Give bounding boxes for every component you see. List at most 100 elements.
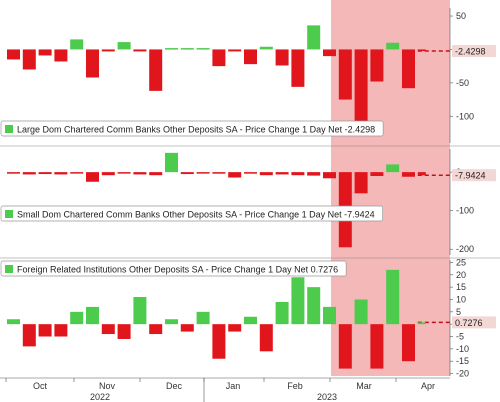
panel-1-bar <box>70 39 84 50</box>
x-month-label: Apr <box>421 381 435 391</box>
panel-1-bar <box>386 42 400 50</box>
panel-3-bar <box>180 324 194 332</box>
panel-1-y-tick-label: -100 <box>456 111 474 121</box>
panel-3-legend: Foreign Related Institutions Other Depos… <box>0 260 347 277</box>
panel-3-y-tick-label: -20 <box>456 369 469 379</box>
panel-3-bar <box>370 324 384 369</box>
panel-2-bar <box>417 172 426 176</box>
panel-2-bar <box>228 172 242 178</box>
panel-1-bar <box>133 49 147 52</box>
panel-3-bar <box>101 324 115 335</box>
panel-3-y-tick-label: -5 <box>456 332 464 342</box>
panel-2-bar <box>402 172 415 177</box>
panel-3-y-tick-label: 15 <box>456 282 466 292</box>
panel-3-bar <box>7 319 20 325</box>
panel-1-bar <box>307 25 321 50</box>
panel-1-bar <box>38 49 52 56</box>
panel-2-bar <box>70 172 84 174</box>
panel-3-bar <box>402 324 415 362</box>
panel-2-y-tick-label: -100 <box>456 206 474 216</box>
panel-2-last-value-label: -7.9424 <box>455 171 486 181</box>
panel-1-bar <box>275 49 289 66</box>
panel-3-bar <box>133 297 147 325</box>
panel-2-bar <box>7 172 20 174</box>
panel-3-bar <box>212 324 226 359</box>
panel-2-legend: Small Dom Chartered Comm Banks Other Dep… <box>0 205 384 222</box>
panel-2-bar <box>101 172 115 176</box>
panel-3-bar <box>165 319 178 325</box>
panel-3-bar <box>323 306 336 325</box>
panel-3-bar <box>54 324 68 337</box>
panel-3-bar <box>354 299 368 325</box>
panel-3-bar <box>291 277 305 325</box>
panel-2-bar <box>307 172 321 176</box>
panel-3-bar <box>307 287 321 325</box>
panel-2-bar <box>38 172 52 175</box>
x-month-label: Jan <box>226 381 241 391</box>
panel-1-bar <box>54 49 68 62</box>
panel-3-y-tick-label: 5 <box>456 307 461 317</box>
panel-2-bar <box>323 172 336 179</box>
panel-2-bar <box>212 172 226 174</box>
panel-1-bar <box>291 49 305 87</box>
legend-box <box>0 260 347 277</box>
panel-3-bar <box>386 269 400 325</box>
panel-3-y-tick-label: -10 <box>456 344 469 354</box>
panel-2-bar <box>165 152 178 173</box>
panel-2-bar <box>86 172 99 182</box>
legend-swatch <box>5 265 13 273</box>
panel-3-y-tick-label: 20 <box>456 270 466 280</box>
panel-3-bar <box>196 311 210 325</box>
panel-3-y-tick-label: -15 <box>456 356 469 366</box>
panel-2-bar <box>354 172 368 194</box>
panel-3-bar <box>22 324 36 347</box>
panel-2-bar <box>291 172 305 176</box>
panel-2-bar <box>275 172 289 175</box>
panel-2-bar <box>196 172 210 174</box>
panel-1-bar <box>117 42 131 50</box>
x-year-label: 2023 <box>317 392 337 402</box>
panel-2-bar <box>386 164 400 173</box>
panel-3-bar <box>70 311 84 325</box>
x-month-label: Oct <box>33 381 48 391</box>
panel-3-last-value-box <box>452 316 496 329</box>
legend-label: Large Dom Chartered Comm Banks Other Dep… <box>17 125 375 135</box>
panel-1-bar <box>228 49 242 52</box>
panel-3-bar <box>228 324 242 332</box>
panel-1-y-tick-label: -50 <box>456 78 469 88</box>
panel-1-bar <box>338 49 352 100</box>
panel-2-bar <box>244 172 257 174</box>
legend-swatch <box>5 210 13 218</box>
panel-1-bar <box>354 49 368 134</box>
panel-1-last-value-label: -2.4298 <box>455 47 486 57</box>
x-month-label: Dec <box>166 381 183 391</box>
panel-2-bar <box>54 172 68 175</box>
panel-1-bar <box>165 48 178 50</box>
legend-box <box>0 120 384 137</box>
panel-3-bar <box>86 306 99 325</box>
panel-2-bar <box>259 172 273 176</box>
panel-1-bar <box>323 49 336 57</box>
panel-3-y-tick-label: 10 <box>456 294 466 304</box>
panel-2-bar <box>370 172 384 176</box>
panel-2-bar <box>180 172 194 175</box>
panel-1-bar <box>417 49 426 52</box>
panel-1-bar <box>196 48 210 50</box>
panel-2-last-value-box <box>452 169 496 182</box>
legend-box <box>0 205 384 222</box>
panel-3-bar <box>244 316 257 325</box>
panel-2-bar <box>117 172 131 174</box>
legend-label: Foreign Related Institutions Other Depos… <box>17 265 338 275</box>
x-month-label: Nov <box>99 381 116 391</box>
panel-3-last-value-label: 0.7276 <box>455 318 483 328</box>
panel-2-bar <box>149 172 163 176</box>
panel-1-bar <box>149 49 163 91</box>
panel-1-bar <box>212 49 226 67</box>
panel-1-bar <box>7 49 20 60</box>
panel-1-y-tick-label: 50 <box>456 11 466 21</box>
panel-1-bar <box>86 49 99 78</box>
panel-3-bar <box>117 324 131 339</box>
